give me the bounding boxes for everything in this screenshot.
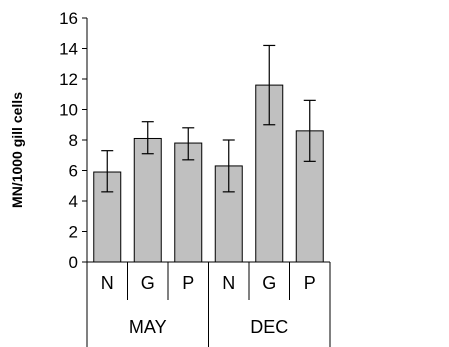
- y-tick-label: 4: [69, 192, 78, 211]
- x-group-label: MAY: [129, 317, 167, 337]
- x-category-label: N: [101, 273, 114, 293]
- y-tick-label: 16: [59, 9, 78, 28]
- x-group-label: DEC: [250, 317, 288, 337]
- y-axis-label-group: MN/1000 gill cells: [9, 92, 25, 208]
- x-category-label: G: [262, 273, 276, 293]
- x-category-label: G: [141, 273, 155, 293]
- y-tick-label: 8: [69, 131, 78, 150]
- bar: [133, 137, 162, 263]
- y-tick-label: 2: [69, 223, 78, 242]
- y-tick-label: 12: [59, 70, 78, 89]
- y-tick-label: 6: [69, 162, 78, 181]
- y-tick-label: 10: [59, 101, 78, 120]
- x-category-label: P: [182, 273, 194, 293]
- bar: [174, 142, 203, 263]
- x-category-label: N: [222, 273, 235, 293]
- error-bars: [101, 44, 316, 193]
- y-tick-label: 0: [69, 253, 78, 272]
- y-tick-label: 14: [59, 40, 78, 59]
- y-axis-ticks: 0 2 4 6 8 10 12 14 16: [59, 9, 87, 272]
- x-category-label: P: [304, 273, 316, 293]
- bars: [93, 84, 324, 263]
- group-labels: MAY DEC: [129, 317, 288, 337]
- axes: [86, 18, 331, 347]
- y-axis-label: MN/1000 gill cells: [9, 92, 25, 208]
